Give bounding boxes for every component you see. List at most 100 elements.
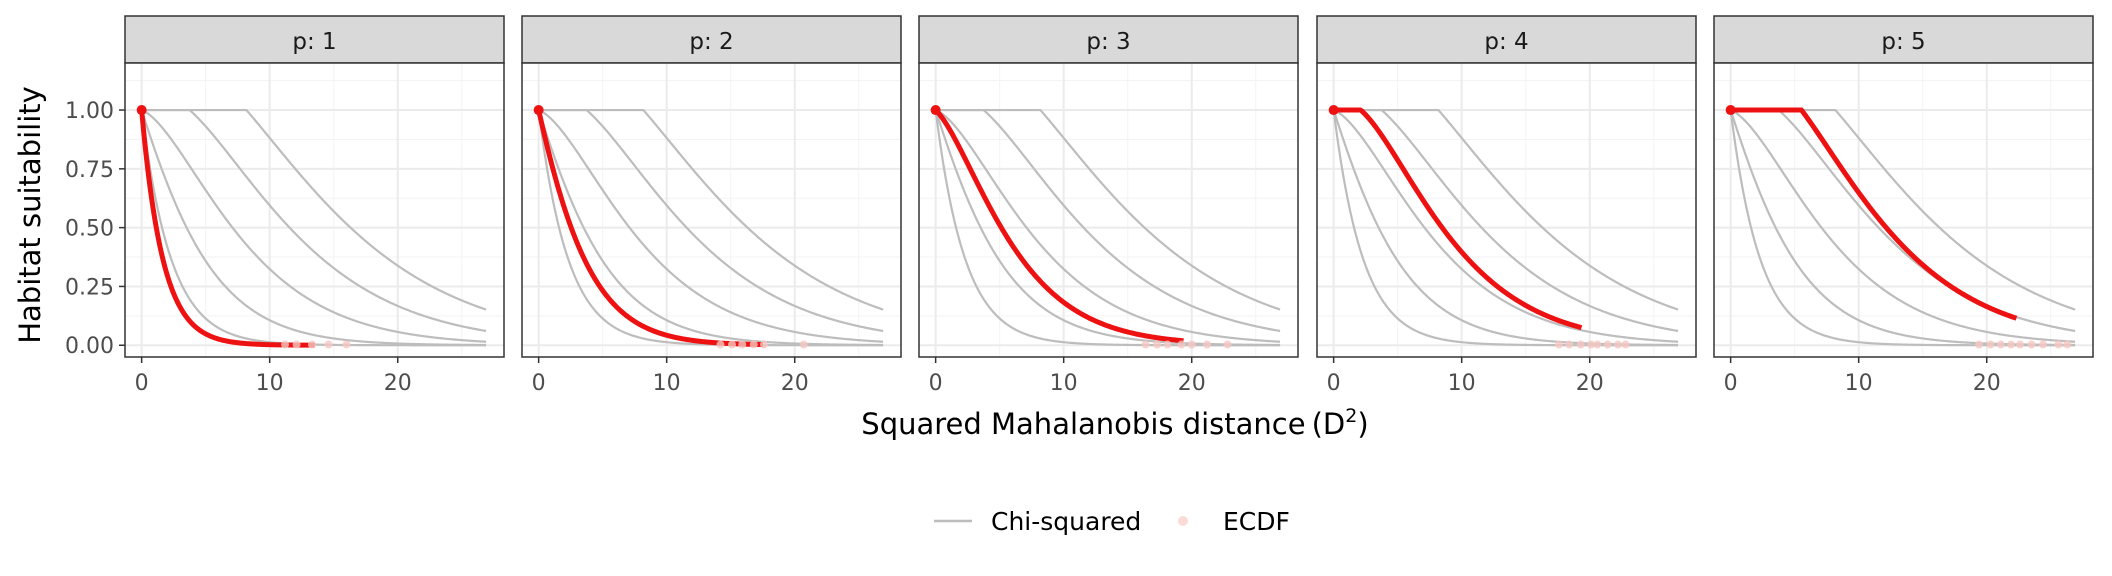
y-tick-label: 1.00 xyxy=(65,99,114,124)
ecdf-point-peak xyxy=(930,105,941,116)
legend-key-ecdf xyxy=(1178,516,1188,526)
x-axis-title-text: Squared Mahalanobis distance xyxy=(861,407,1305,441)
x-tick-label: 0 xyxy=(1327,371,1341,396)
ecdf-point xyxy=(749,340,758,349)
ecdf-point xyxy=(342,340,351,349)
x-axis-title: Squared Mahalanobis distance (D2) xyxy=(861,405,1368,441)
chi-squared-curve-df5 xyxy=(538,108,884,311)
facet-panel-p2: p: 2 0 10 20 xyxy=(521,15,902,396)
panel-background xyxy=(522,63,901,357)
facet-strip-label: p: 5 xyxy=(1881,29,1925,55)
x-tick-label: 10 xyxy=(653,371,681,396)
legend-label-ecdf: ECDF xyxy=(1223,507,1290,536)
ecdf-point xyxy=(2039,340,2048,349)
ecdf-point xyxy=(716,340,725,349)
x-tick-label: 20 xyxy=(1973,371,2001,396)
chi-squared-curve-df3 xyxy=(935,109,1281,343)
y-axis-title: Habitat suitability xyxy=(13,86,47,344)
panel-border xyxy=(1713,62,2094,358)
y-tick-label: 0.25 xyxy=(65,275,114,300)
ecdf-point xyxy=(738,340,747,349)
ecdf-point xyxy=(1141,340,1150,349)
chi-squared-curve-df3 xyxy=(1333,109,1679,343)
x-axis-title-paren-open: ( xyxy=(1312,407,1323,441)
ecdf-point xyxy=(727,340,736,349)
ecdf-point xyxy=(292,340,301,349)
ecdf-point xyxy=(2027,340,2036,349)
ecdf-point xyxy=(1153,340,1162,349)
panel-background xyxy=(919,63,1298,357)
ecdf-point xyxy=(1203,340,1212,349)
x-axis-title-superscript: 2 xyxy=(1345,405,1357,427)
panel-border xyxy=(124,62,505,358)
panel-border xyxy=(918,62,1299,358)
ecdf-point xyxy=(1554,340,1563,349)
chi-squared-curve-df3 xyxy=(538,109,884,343)
facet-strip xyxy=(918,15,1299,64)
ecdf-point xyxy=(2063,340,2072,349)
facet-panel-p4: p: 4 0 10 20 xyxy=(1316,15,1697,396)
chi-squared-curve-df2 xyxy=(140,109,487,347)
ecdf-point-peak xyxy=(1725,105,1736,116)
ecdf-curve xyxy=(1333,107,1583,331)
panel-border xyxy=(1316,62,1697,358)
panel-background xyxy=(1317,63,1696,357)
chi-squared-curve-df4 xyxy=(1333,108,1679,333)
ecdf-point xyxy=(1163,340,1172,349)
ecdf-point xyxy=(307,340,316,349)
ecdf-point xyxy=(1565,340,1574,349)
panel-border xyxy=(521,62,902,358)
facet-panel-p1: p: 1 0 10 20 0.00 0.25 0.50 0.75 1.00 xyxy=(65,15,505,396)
facet-strip xyxy=(124,15,505,64)
ecdf-point xyxy=(1223,340,1232,349)
ecdf-point xyxy=(1621,340,1630,349)
x-tick-label: 20 xyxy=(781,371,809,396)
facet-strip-label: p: 2 xyxy=(689,29,733,55)
ecdf-point xyxy=(1187,340,1196,349)
ecdf-point xyxy=(1587,340,1596,349)
y-tick-label: 0.50 xyxy=(65,217,114,242)
x-axis-title-paren-close: ) xyxy=(1357,407,1368,441)
chi-squared-curve-df4 xyxy=(935,108,1281,333)
facet-strip xyxy=(1316,15,1697,64)
ecdf-point-peak xyxy=(533,105,544,116)
facet-strip xyxy=(1713,15,2094,64)
ecdf-point xyxy=(1177,340,1186,349)
x-tick-label: 0 xyxy=(1724,371,1738,396)
facet-strip-label: p: 1 xyxy=(292,29,336,55)
ecdf-point xyxy=(1996,340,2005,349)
ecdf-point xyxy=(1975,340,1984,349)
facet-panel-p3: p: 3 0 10 20 xyxy=(918,15,1299,396)
ecdf-curve xyxy=(1730,107,2018,321)
x-axis-title-math: D xyxy=(1323,407,1345,441)
y-tick-label: 0.75 xyxy=(65,158,114,183)
ecdf-point xyxy=(759,340,768,349)
ecdf-point-peak xyxy=(1328,105,1339,116)
ecdf-point xyxy=(281,340,290,349)
chi-squared-curve-df3 xyxy=(141,109,487,343)
ecdf-point xyxy=(2016,340,2025,349)
x-tick-label: 0 xyxy=(929,371,943,396)
axis-titles: Habitat suitability Squared Mahalanobis … xyxy=(13,86,1369,441)
facet-panel-p5: p: 5 0 10 20 xyxy=(1713,15,2094,396)
facet-panels: p: 10 10 200.000.250.500.751.00p: 20 10 20p:… xyxy=(65,15,2094,396)
ecdf-point xyxy=(1593,340,1602,349)
ecdf-point-peak xyxy=(136,105,147,116)
x-tick-label: 20 xyxy=(1576,371,1604,396)
ecdf-curve xyxy=(933,108,1184,344)
chi-squared-curve-df2 xyxy=(537,109,884,347)
chi-squared-curve-df3 xyxy=(1730,109,2076,343)
x-tick-label: 10 xyxy=(1845,371,1873,396)
chi-squared-curve-df5 xyxy=(935,108,1281,311)
x-tick-label: 0 xyxy=(532,371,546,396)
facet-strip-label: p: 4 xyxy=(1484,29,1528,55)
ecdf-point xyxy=(799,340,808,349)
x-tick-label: 10 xyxy=(256,371,284,396)
x-tick-label: 0 xyxy=(135,371,149,396)
ecdf-point xyxy=(1986,340,1995,349)
legend: Chi-squared ECDF xyxy=(934,507,1290,536)
facet-strip xyxy=(521,15,902,64)
chi-squared-curve-df4 xyxy=(538,108,884,333)
x-tick-label: 20 xyxy=(384,371,412,396)
